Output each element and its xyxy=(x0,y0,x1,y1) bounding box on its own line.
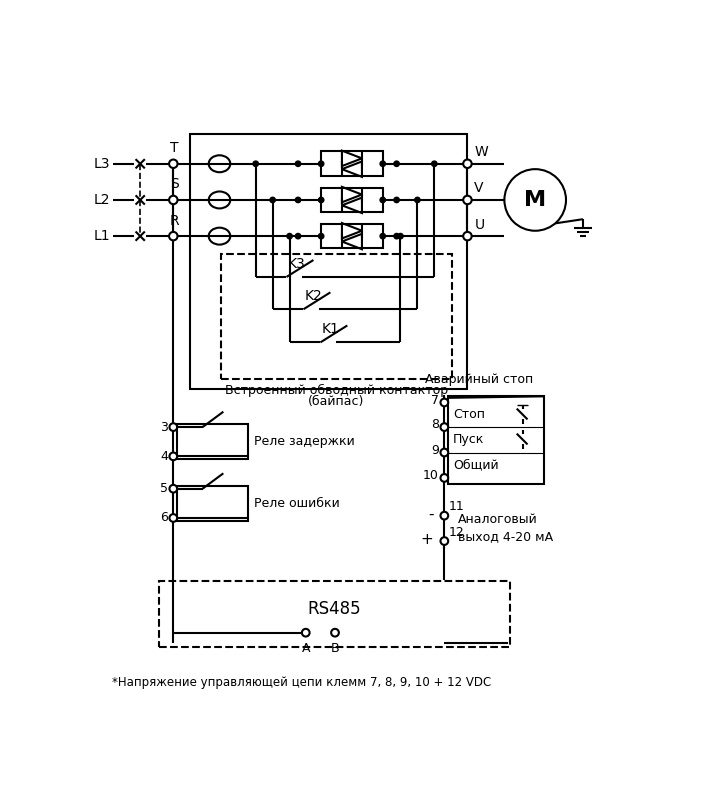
Bar xyxy=(321,224,382,249)
Text: 9: 9 xyxy=(431,444,439,457)
Text: 4: 4 xyxy=(160,450,168,463)
Circle shape xyxy=(394,161,399,166)
Circle shape xyxy=(380,198,385,202)
Text: RS485: RS485 xyxy=(308,600,361,618)
Text: L3: L3 xyxy=(93,157,110,170)
Circle shape xyxy=(415,198,420,202)
Text: (байпас): (байпас) xyxy=(308,394,365,408)
Text: Стоп: Стоп xyxy=(452,408,485,422)
Circle shape xyxy=(302,629,310,637)
Text: Встроенный обводный контактор: Встроенный обводный контактор xyxy=(225,384,448,397)
Text: A: A xyxy=(301,642,310,655)
Bar xyxy=(190,134,467,389)
Bar xyxy=(448,396,544,484)
Bar xyxy=(160,581,510,646)
Text: L2: L2 xyxy=(93,193,110,207)
Text: 3: 3 xyxy=(160,421,168,434)
Text: 12: 12 xyxy=(448,526,464,538)
Text: K1: K1 xyxy=(322,322,340,336)
Circle shape xyxy=(440,449,448,456)
Circle shape xyxy=(318,234,324,239)
Text: B: B xyxy=(331,642,339,655)
Circle shape xyxy=(440,538,448,545)
Circle shape xyxy=(170,514,177,522)
Circle shape xyxy=(169,196,177,204)
Bar xyxy=(321,188,382,212)
Circle shape xyxy=(270,198,275,202)
Bar xyxy=(321,151,382,176)
Circle shape xyxy=(170,485,177,493)
Circle shape xyxy=(287,234,292,239)
Circle shape xyxy=(169,159,177,168)
Circle shape xyxy=(398,234,403,239)
Text: 11: 11 xyxy=(448,500,464,514)
Circle shape xyxy=(440,423,448,431)
Text: +: + xyxy=(421,532,433,547)
Text: L1: L1 xyxy=(93,229,110,243)
Text: Аварийный стоп: Аварийный стоп xyxy=(425,373,533,386)
Circle shape xyxy=(253,161,258,166)
Text: R: R xyxy=(169,214,179,228)
Circle shape xyxy=(331,629,339,637)
Text: -: - xyxy=(428,506,433,522)
Text: 5: 5 xyxy=(160,482,168,495)
Circle shape xyxy=(440,474,448,482)
Text: W: W xyxy=(474,145,488,159)
Circle shape xyxy=(394,234,399,239)
Text: M: M xyxy=(524,190,547,210)
Circle shape xyxy=(440,398,448,406)
Circle shape xyxy=(463,196,472,204)
Text: 10: 10 xyxy=(423,469,439,482)
Text: 6: 6 xyxy=(160,511,168,525)
Text: S: S xyxy=(170,178,178,191)
Text: V: V xyxy=(474,182,484,195)
Circle shape xyxy=(296,161,300,166)
Circle shape xyxy=(170,423,177,431)
Circle shape xyxy=(296,198,300,202)
Bar xyxy=(177,424,248,459)
Circle shape xyxy=(170,453,177,460)
Text: 7: 7 xyxy=(431,394,439,406)
Text: Пуск: Пуск xyxy=(452,434,484,446)
Text: T: T xyxy=(170,142,178,155)
Circle shape xyxy=(432,161,437,166)
Text: *Напряжение управляющей цепи клемм 7, 8, 9, 10 + 12 VDC: *Напряжение управляющей цепи клемм 7, 8,… xyxy=(112,676,491,690)
Text: Реле задержки: Реле задержки xyxy=(254,435,355,448)
Text: K3: K3 xyxy=(288,257,306,270)
Text: U: U xyxy=(474,218,484,231)
Circle shape xyxy=(296,234,300,239)
Circle shape xyxy=(463,232,472,240)
Circle shape xyxy=(440,512,448,519)
Circle shape xyxy=(318,161,324,166)
Circle shape xyxy=(380,234,385,239)
Text: Аналоговый
выход 4-20 мА: Аналоговый выход 4-20 мА xyxy=(458,514,554,543)
Bar xyxy=(177,486,248,521)
Text: Общий: Общий xyxy=(452,458,498,472)
Text: Реле ошибки: Реле ошибки xyxy=(254,497,340,510)
Text: 8: 8 xyxy=(431,418,439,431)
Circle shape xyxy=(380,161,385,166)
Text: K2: K2 xyxy=(305,289,322,303)
Bar xyxy=(221,254,452,379)
Circle shape xyxy=(463,159,472,168)
Circle shape xyxy=(394,198,399,202)
Circle shape xyxy=(169,232,177,240)
Circle shape xyxy=(318,198,324,202)
